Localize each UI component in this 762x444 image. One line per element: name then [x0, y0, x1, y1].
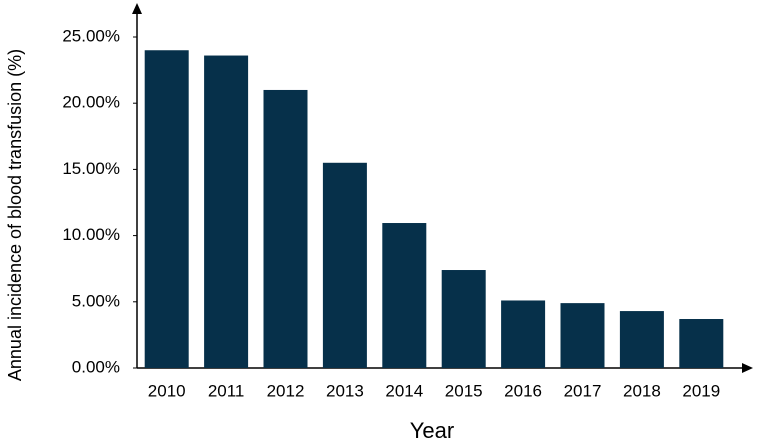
bar [501, 300, 546, 368]
bar [204, 55, 249, 368]
x-tick-label: 2010 [148, 381, 186, 400]
bar [144, 50, 189, 369]
y-axis-arrow [132, 3, 142, 14]
x-tick-label: 2017 [564, 381, 602, 400]
y-tick-label: 20.00% [62, 93, 120, 112]
y-tick-label: 15.00% [62, 159, 120, 178]
x-tick-label: 2015 [445, 381, 483, 400]
bar [441, 270, 486, 368]
y-tick-label: 0.00% [72, 357, 120, 376]
bar [382, 223, 427, 368]
x-axis-title: Year [410, 418, 454, 443]
bar [263, 89, 308, 369]
x-tick-label: 2012 [267, 381, 305, 400]
x-tick-label: 2014 [385, 381, 423, 400]
x-tick-label: 2011 [208, 381, 245, 400]
bar [679, 319, 724, 368]
x-tick-label: 2019 [682, 381, 720, 400]
y-tick-label: 25.00% [62, 26, 120, 45]
y-tick-label: 10.00% [62, 225, 120, 244]
bar [619, 311, 664, 368]
y-axis-title: Annual incidence of blood transfusion (%… [5, 49, 25, 381]
x-tick-label: 2013 [326, 381, 364, 400]
x-axis-arrow [742, 363, 753, 373]
x-tick-label: 2018 [623, 381, 661, 400]
x-tick-label: 2016 [504, 381, 542, 400]
y-tick-label: 5.00% [72, 291, 120, 310]
bar [322, 162, 367, 368]
bar [560, 303, 605, 368]
